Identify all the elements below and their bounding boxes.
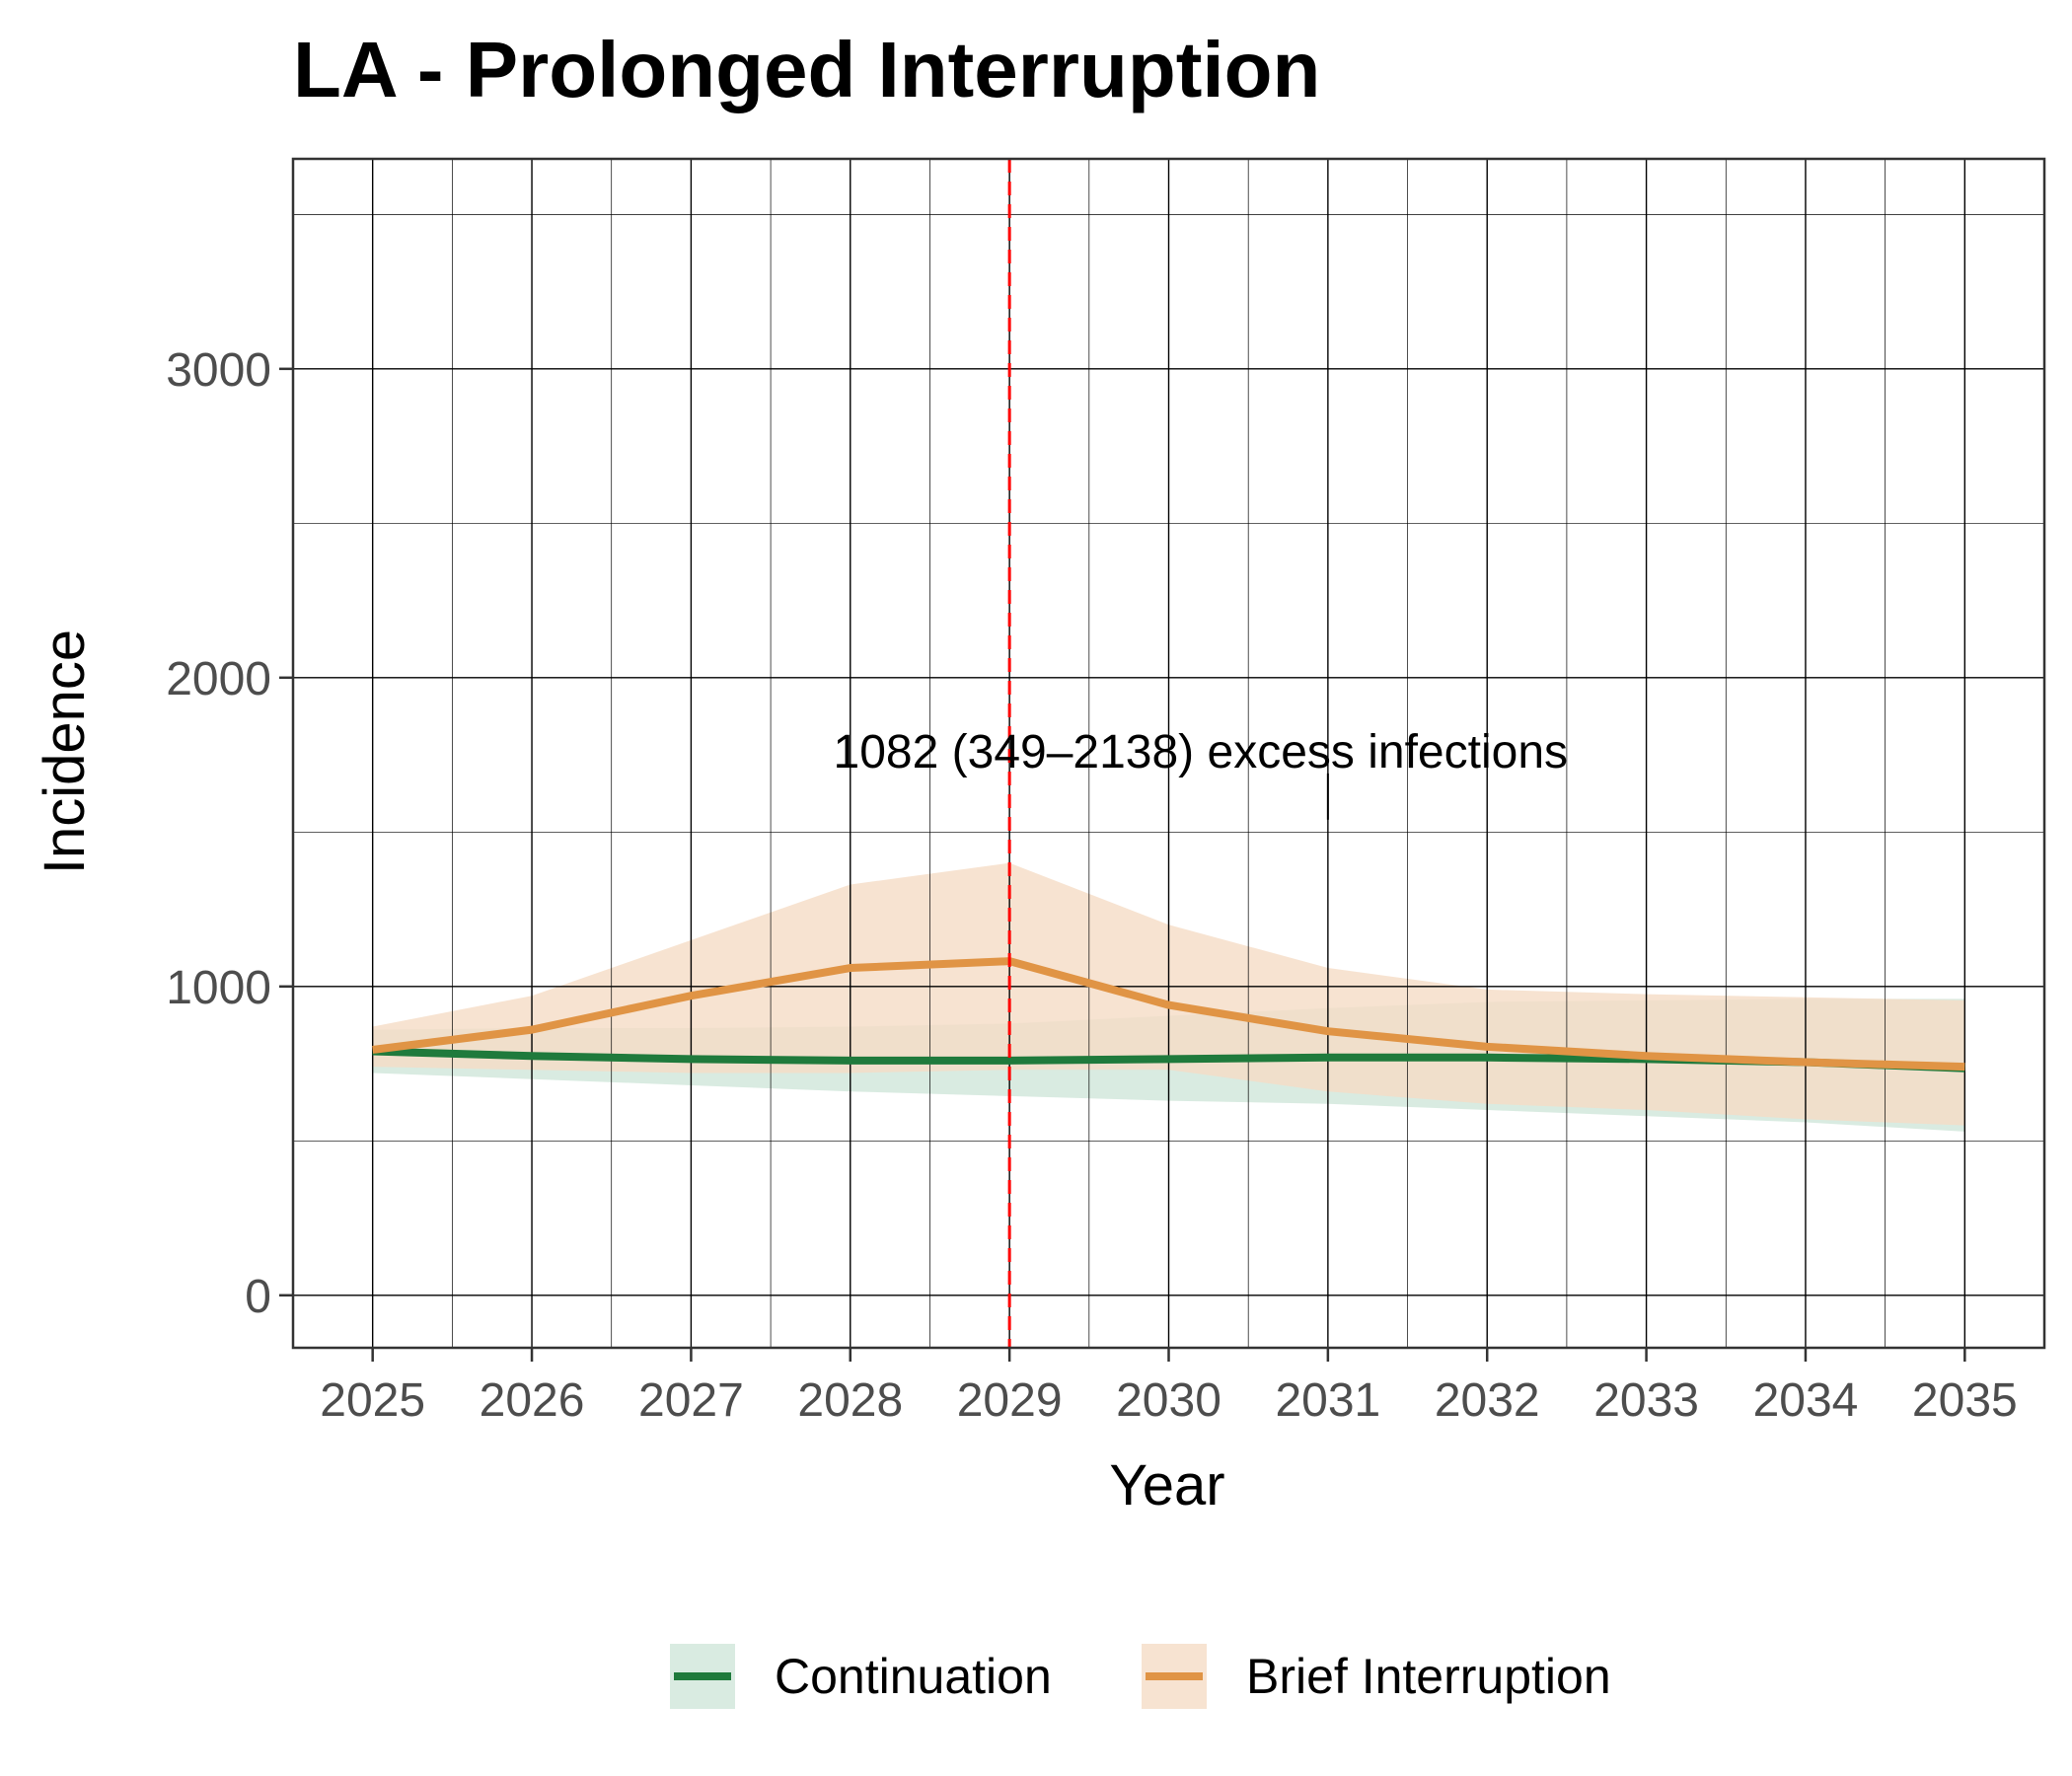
- grid-lines: [293, 159, 2044, 1348]
- x-tick-label: 2029: [957, 1374, 1063, 1427]
- series-lines: [372, 957, 1965, 1073]
- x-tick-label: 2028: [797, 1374, 903, 1427]
- x-tick-label: 2026: [480, 1374, 585, 1427]
- legend-label-0: Continuation: [775, 1649, 1052, 1704]
- chart-title: LA - Prolonged Interruption: [293, 26, 1320, 113]
- line-series-1: [372, 957, 1965, 1072]
- x-tick-label: 2033: [1593, 1374, 1699, 1427]
- x-tick-label: 2030: [1116, 1374, 1221, 1427]
- y-tick-label: 2000: [166, 653, 271, 705]
- x-tick-label: 2031: [1275, 1374, 1380, 1427]
- legend-label-1: Brief Interruption: [1246, 1649, 1611, 1704]
- x-axis-title: Year: [1109, 1453, 1224, 1517]
- y-tick-label: 1000: [166, 962, 271, 1014]
- y-axis-title: Incidence: [33, 629, 97, 874]
- x-tick-label: 2035: [1912, 1374, 2018, 1427]
- y-tick-label: 0: [245, 1271, 271, 1323]
- annotation-label: 1082 (349–2138) excess infections: [834, 726, 1569, 778]
- x-tick-label: 2034: [1753, 1374, 1859, 1427]
- x-tick-label: 2032: [1435, 1374, 1540, 1427]
- legend: Continuation Brief Interruption: [670, 1644, 1611, 1709]
- y-tick-label: 3000: [166, 344, 271, 397]
- x-tick-label: 2027: [638, 1374, 744, 1427]
- axes: 0 1000 2000 3000 2025 2026 2027 2028 2029 2030 203…: [166, 344, 2017, 1427]
- x-tick-label: 2025: [320, 1374, 425, 1427]
